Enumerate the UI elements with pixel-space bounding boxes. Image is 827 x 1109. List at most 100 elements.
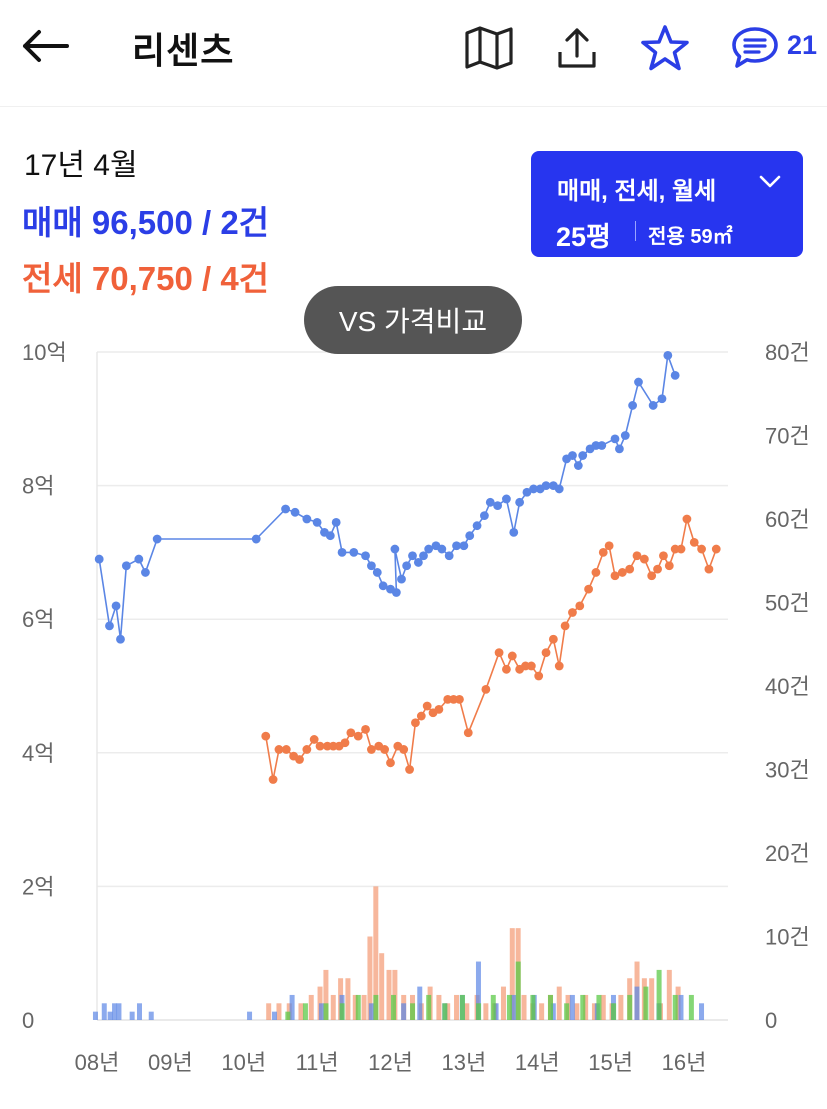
- sale-volume-bar: [368, 1003, 374, 1020]
- sale-price-point: [337, 548, 347, 557]
- wolse-volume-bar: [339, 1003, 345, 1020]
- jeonse-price-point: [386, 758, 395, 768]
- sale-volume-bar: [511, 994, 517, 1020]
- sale-price-point: [367, 561, 376, 571]
- y-right-tick-label: 10건: [765, 925, 810, 950]
- sale-price-point: [515, 497, 525, 507]
- sale-price-point: [444, 551, 454, 561]
- share-button[interactable]: [549, 20, 605, 76]
- sale-price-point: [509, 527, 519, 537]
- jeonse-price-point: [711, 544, 721, 554]
- sale-price-line: [98, 355, 676, 640]
- jeonse-volume-bar: [583, 994, 589, 1020]
- jeonse-volume-bar: [675, 986, 681, 1020]
- price-history-chart[interactable]: 0 2억 4억 6억 8억 10억 0 10건 20건 30건 40건 50건 60건 70건 80건 08년…: [0, 320, 827, 1109]
- sale-price-point: [459, 541, 469, 551]
- sale-volume-bar: [136, 1003, 142, 1020]
- jeonse-volume-bar: [323, 969, 329, 1020]
- sale-volume-bar: [92, 1011, 98, 1020]
- x-tick-label: 08년: [75, 1050, 120, 1075]
- jeonse-volume-bar: [266, 1003, 272, 1020]
- map-button[interactable]: [461, 20, 517, 76]
- jeonse-price-point: [411, 718, 420, 728]
- chevron-down-icon: [759, 175, 781, 188]
- wolse-volume-bar: [506, 994, 512, 1020]
- sale-price-point: [568, 451, 577, 460]
- jeonse-volume-bar: [666, 969, 672, 1020]
- sale-price-point: [111, 601, 121, 611]
- jeonse-price-point: [625, 564, 635, 574]
- jeonse-price-point: [575, 601, 585, 611]
- y-right-tick-label: 60건: [765, 507, 810, 532]
- sale-volume-bar: [112, 1003, 118, 1020]
- app-header: 리센츠 21: [0, 0, 827, 107]
- jeonse-price-point: [604, 541, 614, 551]
- jeonse-volume-bar: [574, 1003, 580, 1020]
- price-lines: [94, 350, 721, 784]
- jeonse-price-line: [265, 518, 718, 780]
- jeonse-price-point: [261, 731, 271, 741]
- sale-volume-bar: [271, 1011, 277, 1020]
- sale-price-point: [615, 444, 624, 454]
- sale-price-point: [648, 401, 658, 410]
- jeonse-price-point: [653, 564, 662, 574]
- jeonse-price-point: [526, 661, 536, 671]
- sale-price-point: [480, 511, 489, 521]
- jeonse-price-point: [584, 584, 593, 594]
- comments-button[interactable]: [727, 20, 783, 76]
- jeonse-price-point: [315, 741, 325, 751]
- sale-volume-bar: [493, 1003, 499, 1020]
- jeonse-volume-bar: [361, 994, 367, 1020]
- jeonse-price-point: [554, 661, 564, 671]
- sale-volume-bar: [475, 961, 481, 1020]
- sale-price-point: [378, 581, 388, 591]
- jeonse-price-point: [560, 621, 570, 631]
- sale-price-point: [331, 517, 341, 527]
- sale-price-point: [578, 451, 588, 460]
- wolse-volume-bar: [672, 994, 678, 1020]
- wolse-volume-bar: [355, 994, 361, 1020]
- sale-price-point: [141, 568, 150, 577]
- jeonse-volume-bar: [298, 1003, 304, 1020]
- sale-price-point: [391, 588, 401, 597]
- sale-volume-bar: [401, 1003, 407, 1020]
- jeonse-price-point: [367, 745, 376, 754]
- jeonse-price-point: [676, 544, 686, 554]
- back-button[interactable]: [14, 20, 76, 72]
- jeonse-price-point: [502, 664, 511, 674]
- sale-price-point: [554, 484, 564, 494]
- y-right-tick-label: 40건: [765, 674, 810, 699]
- comment-count[interactable]: 21: [787, 30, 818, 60]
- sale-price-point: [424, 544, 434, 554]
- jeonse-volume-bar: [367, 936, 373, 1020]
- sale-volume-bar: [148, 1011, 154, 1020]
- y-left-tick-label: 10억: [22, 340, 67, 365]
- jeonse-price-point: [610, 571, 620, 581]
- jeonse-price-point: [659, 551, 668, 561]
- wolse-volume-bar: [564, 1003, 570, 1020]
- y-right-tick-label: 0: [765, 1008, 777, 1033]
- jeonse-price-point: [697, 544, 706, 554]
- selected-period: 17년 4월: [24, 149, 138, 182]
- wolse-volume-bar: [410, 1003, 416, 1020]
- sale-price-point: [413, 558, 423, 567]
- wolse-volume-bar: [390, 994, 396, 1020]
- jeonse-price-point: [268, 775, 278, 784]
- exclusive-area: 전용 59㎡: [648, 226, 733, 248]
- y-left-tick-label: 4억: [22, 741, 54, 766]
- jeonse-price-point: [281, 745, 291, 754]
- jeonse-price-point: [353, 731, 363, 741]
- deal-type-filter[interactable]: 매매, 전세, 월세 25평 전용 59㎡: [531, 151, 803, 257]
- x-tick-label: 14년: [515, 1050, 560, 1075]
- vs-compare-button[interactable]: VS 가격비교: [304, 286, 522, 354]
- wolse-volume-bar: [611, 1003, 617, 1020]
- jeonse-price-point: [399, 745, 409, 754]
- jeonse-volume-bar: [649, 978, 655, 1020]
- wolse-volume-bar: [459, 994, 465, 1020]
- wolse-volume-bar: [426, 994, 432, 1020]
- sale-price-point: [121, 561, 131, 571]
- wolse-volume-bar: [530, 994, 536, 1020]
- sale-price-point: [610, 434, 620, 444]
- sale-volume-bar: [247, 1011, 253, 1020]
- favorite-button[interactable]: [637, 20, 693, 76]
